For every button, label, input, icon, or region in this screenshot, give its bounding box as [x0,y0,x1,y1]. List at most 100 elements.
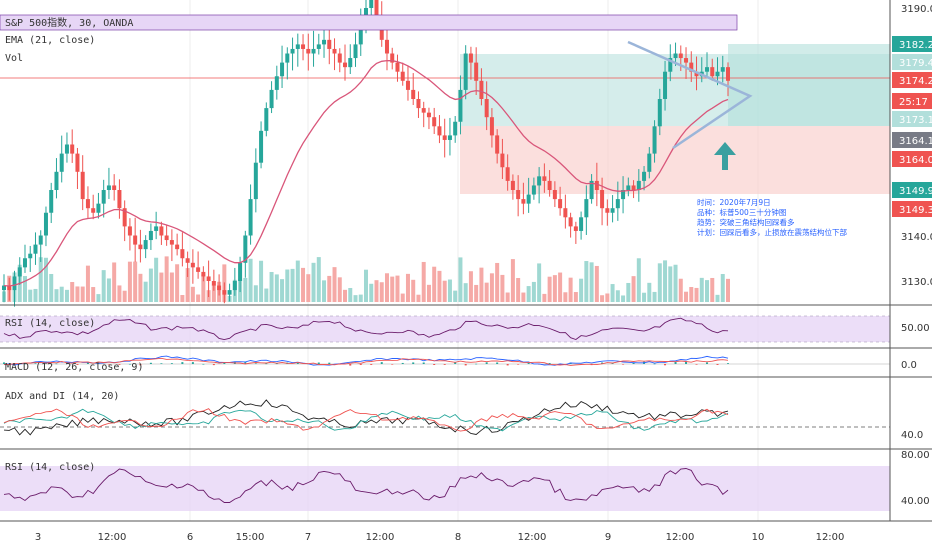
macd-legend[interactable]: MACD (12, 26, close, 9) [5,362,143,373]
price-tag [892,201,932,217]
volume-bar [442,280,447,302]
adx-legend[interactable]: ADX and DI (14, 20) [5,391,119,402]
macd-histogram-bar [317,362,320,364]
price-axis[interactable]: 3182.2 3179.4 3174.2 25:17 3173.1 3164.1 3164.… [892,4,932,288]
candle-body [668,58,673,72]
volume-bar [248,258,253,302]
candle-body [274,76,279,90]
volume-bar [489,273,494,302]
candle-body [647,153,652,172]
macd-histogram-bar [412,362,415,364]
adx-line [3,399,729,436]
price-tick-label: 3130.0 [901,277,932,288]
macd-histogram-bar [13,364,16,365]
candle-body [122,208,127,227]
macd-histogram-bar [118,364,121,365]
volume-bar [148,268,153,302]
macd-histogram-bar [685,361,688,364]
candle-body [227,290,232,295]
volume-bar [447,279,452,302]
candle-body [22,258,27,268]
volume-bar [474,284,479,302]
rsi2-legend[interactable]: RSI (14, close) [5,462,95,473]
candle-body [384,39,389,54]
macd-histogram-bar [370,364,373,365]
volume-bar [201,274,206,302]
volume-bar [358,294,363,302]
macd-histogram-bar [401,362,404,364]
candle-body [547,180,552,190]
volume-bar [416,294,421,302]
candle-body [12,276,17,291]
candle-body [43,212,48,236]
macd-histogram-bar [223,362,226,364]
candle-body [243,235,248,263]
volume-bar [175,264,180,302]
macd-histogram-bar [254,363,257,365]
candle-body [80,171,85,200]
volume-bar [684,291,689,302]
volume-bar [547,276,552,302]
candle-body [636,180,641,190]
ema-line [3,59,729,287]
candle-body [49,190,54,213]
volume-bar [626,282,631,302]
candle-body [400,71,405,81]
volume-bar [164,256,169,302]
rsi2-axis-tick-40: 40.00 [901,496,930,507]
macd-histogram-bar [517,364,520,365]
price-tag-label: 25:17 [899,97,928,108]
candle-body [148,230,153,241]
candle-body [474,62,479,81]
up-arrow-icon[interactable] [714,142,736,170]
volume-bar [80,286,85,302]
rsi1-legend[interactable]: RSI (14, close) [5,318,95,329]
macd-histogram-bar [727,363,729,364]
long-position-stop-zone[interactable] [460,126,890,194]
projection-box[interactable] [728,44,890,126]
candle-body [59,153,64,172]
candle-body [495,135,500,154]
symbol-title[interactable]: S&P 500指数, 30, OANDA [5,16,133,29]
time-tick-label: 12:00 [816,532,845,543]
candle-body [211,281,216,286]
price-tag [892,36,932,52]
volume-bar [631,276,636,302]
time-axis[interactable]: 3 12:00 6 15:00 7 12:00 8 12:00 9 12:00 10 12:00 [35,532,845,543]
candle-body [589,180,594,200]
volume-bar [337,277,342,302]
volume-bar [106,278,111,302]
candle-body [238,262,243,281]
macd-histogram-bar [632,362,635,364]
price-tag-label: 3173.1 [899,115,932,126]
price-tag [892,182,932,198]
vol-legend[interactable]: Vol [5,53,23,64]
macd-histogram-bar [23,363,26,365]
volume-bar [605,293,610,302]
candle-body [175,244,180,250]
macd-histogram-bar [622,364,625,365]
macd-histogram-bar [275,363,278,365]
price-tag-label: 3164.0 [899,155,932,166]
trade-note[interactable]: 时间：2020年7月9日 品种：标普500三十分钟图 趋势：突破三角结构回踩看多… [697,197,847,237]
volume-bar [64,289,69,302]
macd-histogram-bar [433,364,436,366]
macd-histogram-bar [653,363,656,365]
candle-body [7,285,12,291]
ema-legend[interactable]: EMA (21, close) [5,35,95,46]
triangle-pattern-drawing[interactable] [627,40,753,150]
candle-body [489,117,494,136]
volume-bar [59,286,64,302]
volume-bar [715,294,720,302]
candle-body [217,285,222,291]
volume-bar [594,265,599,302]
rsi1-line [3,317,729,341]
volume-bar [705,280,710,302]
candle-body [726,67,730,81]
candle-body [689,62,694,72]
candle-body [2,285,6,291]
volume-bar [190,286,195,302]
candle-body [248,199,253,236]
price-tag-label: 3179.4 [899,58,932,69]
